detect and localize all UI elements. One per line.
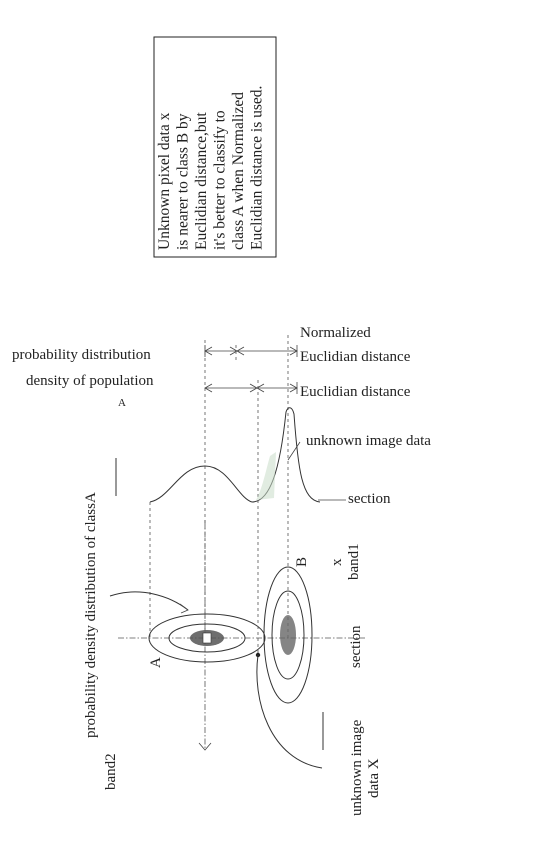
band2-label: band2 <box>103 753 119 790</box>
euclidian-distance-arrow <box>204 382 298 394</box>
prob-dist-label-1: probability distribution <box>12 347 151 363</box>
unknown-data-pointer <box>287 441 301 461</box>
unknown-data-x-label-1: unknown image <box>349 719 365 816</box>
note-line-3: Euclidian distance,but <box>193 112 210 250</box>
normalized-label: Normalized <box>300 325 371 341</box>
section-label-top: section <box>348 491 391 507</box>
normalized-euclidian-label: Euclidian distance <box>300 349 411 365</box>
section-label-mid: section <box>348 625 364 668</box>
class-a-outer-ellipse <box>148 613 266 663</box>
band1-label: band1 <box>346 543 362 580</box>
x-marker: x <box>329 558 345 566</box>
band2-axis-arrowhead <box>198 742 212 751</box>
note-line-4: it's better to classify to <box>212 110 229 250</box>
note-line-6: Euclidian distance is used. <box>249 86 266 250</box>
class-a-center-mark <box>202 632 212 644</box>
class-b-label: B <box>294 557 310 567</box>
class-a-ellipses <box>148 613 266 663</box>
class-a-distribution-curve <box>149 465 253 503</box>
note-box: Unknown pixel data x is nearer to class … <box>153 36 277 258</box>
prob-dist-label-2: density of population <box>26 373 154 389</box>
note-line-2: is nearer to class B by <box>175 113 192 250</box>
class-b-ellipses <box>263 566 313 704</box>
normalized-distance-arrow <box>204 345 298 357</box>
class-b-outer-ellipse <box>263 566 313 704</box>
class-a-inner-ellipse <box>168 623 246 653</box>
unknown-image-data-label: unknown image data <box>306 433 431 449</box>
class-a-label: A <box>148 657 164 668</box>
small-a-label: A <box>118 397 126 409</box>
note-line-5: class A when Normalized <box>230 92 247 250</box>
unknown-data-x-label-2: data X <box>366 758 382 798</box>
unknown-region-shading <box>256 452 276 500</box>
pdd-class-a-label: probability density distribution of clas… <box>83 492 99 738</box>
note-box-frame <box>153 36 277 258</box>
euclidian-distance-label: Euclidian distance <box>300 384 411 400</box>
pdd-class-a-leader <box>109 591 189 611</box>
note-line-1: Unknown pixel data x <box>156 112 173 250</box>
unknown-data-x-leader <box>256 654 323 769</box>
pdd-class-a-arrowhead <box>179 603 189 614</box>
class-b-core <box>280 615 296 655</box>
class-b-inner-ellipse <box>271 590 305 680</box>
